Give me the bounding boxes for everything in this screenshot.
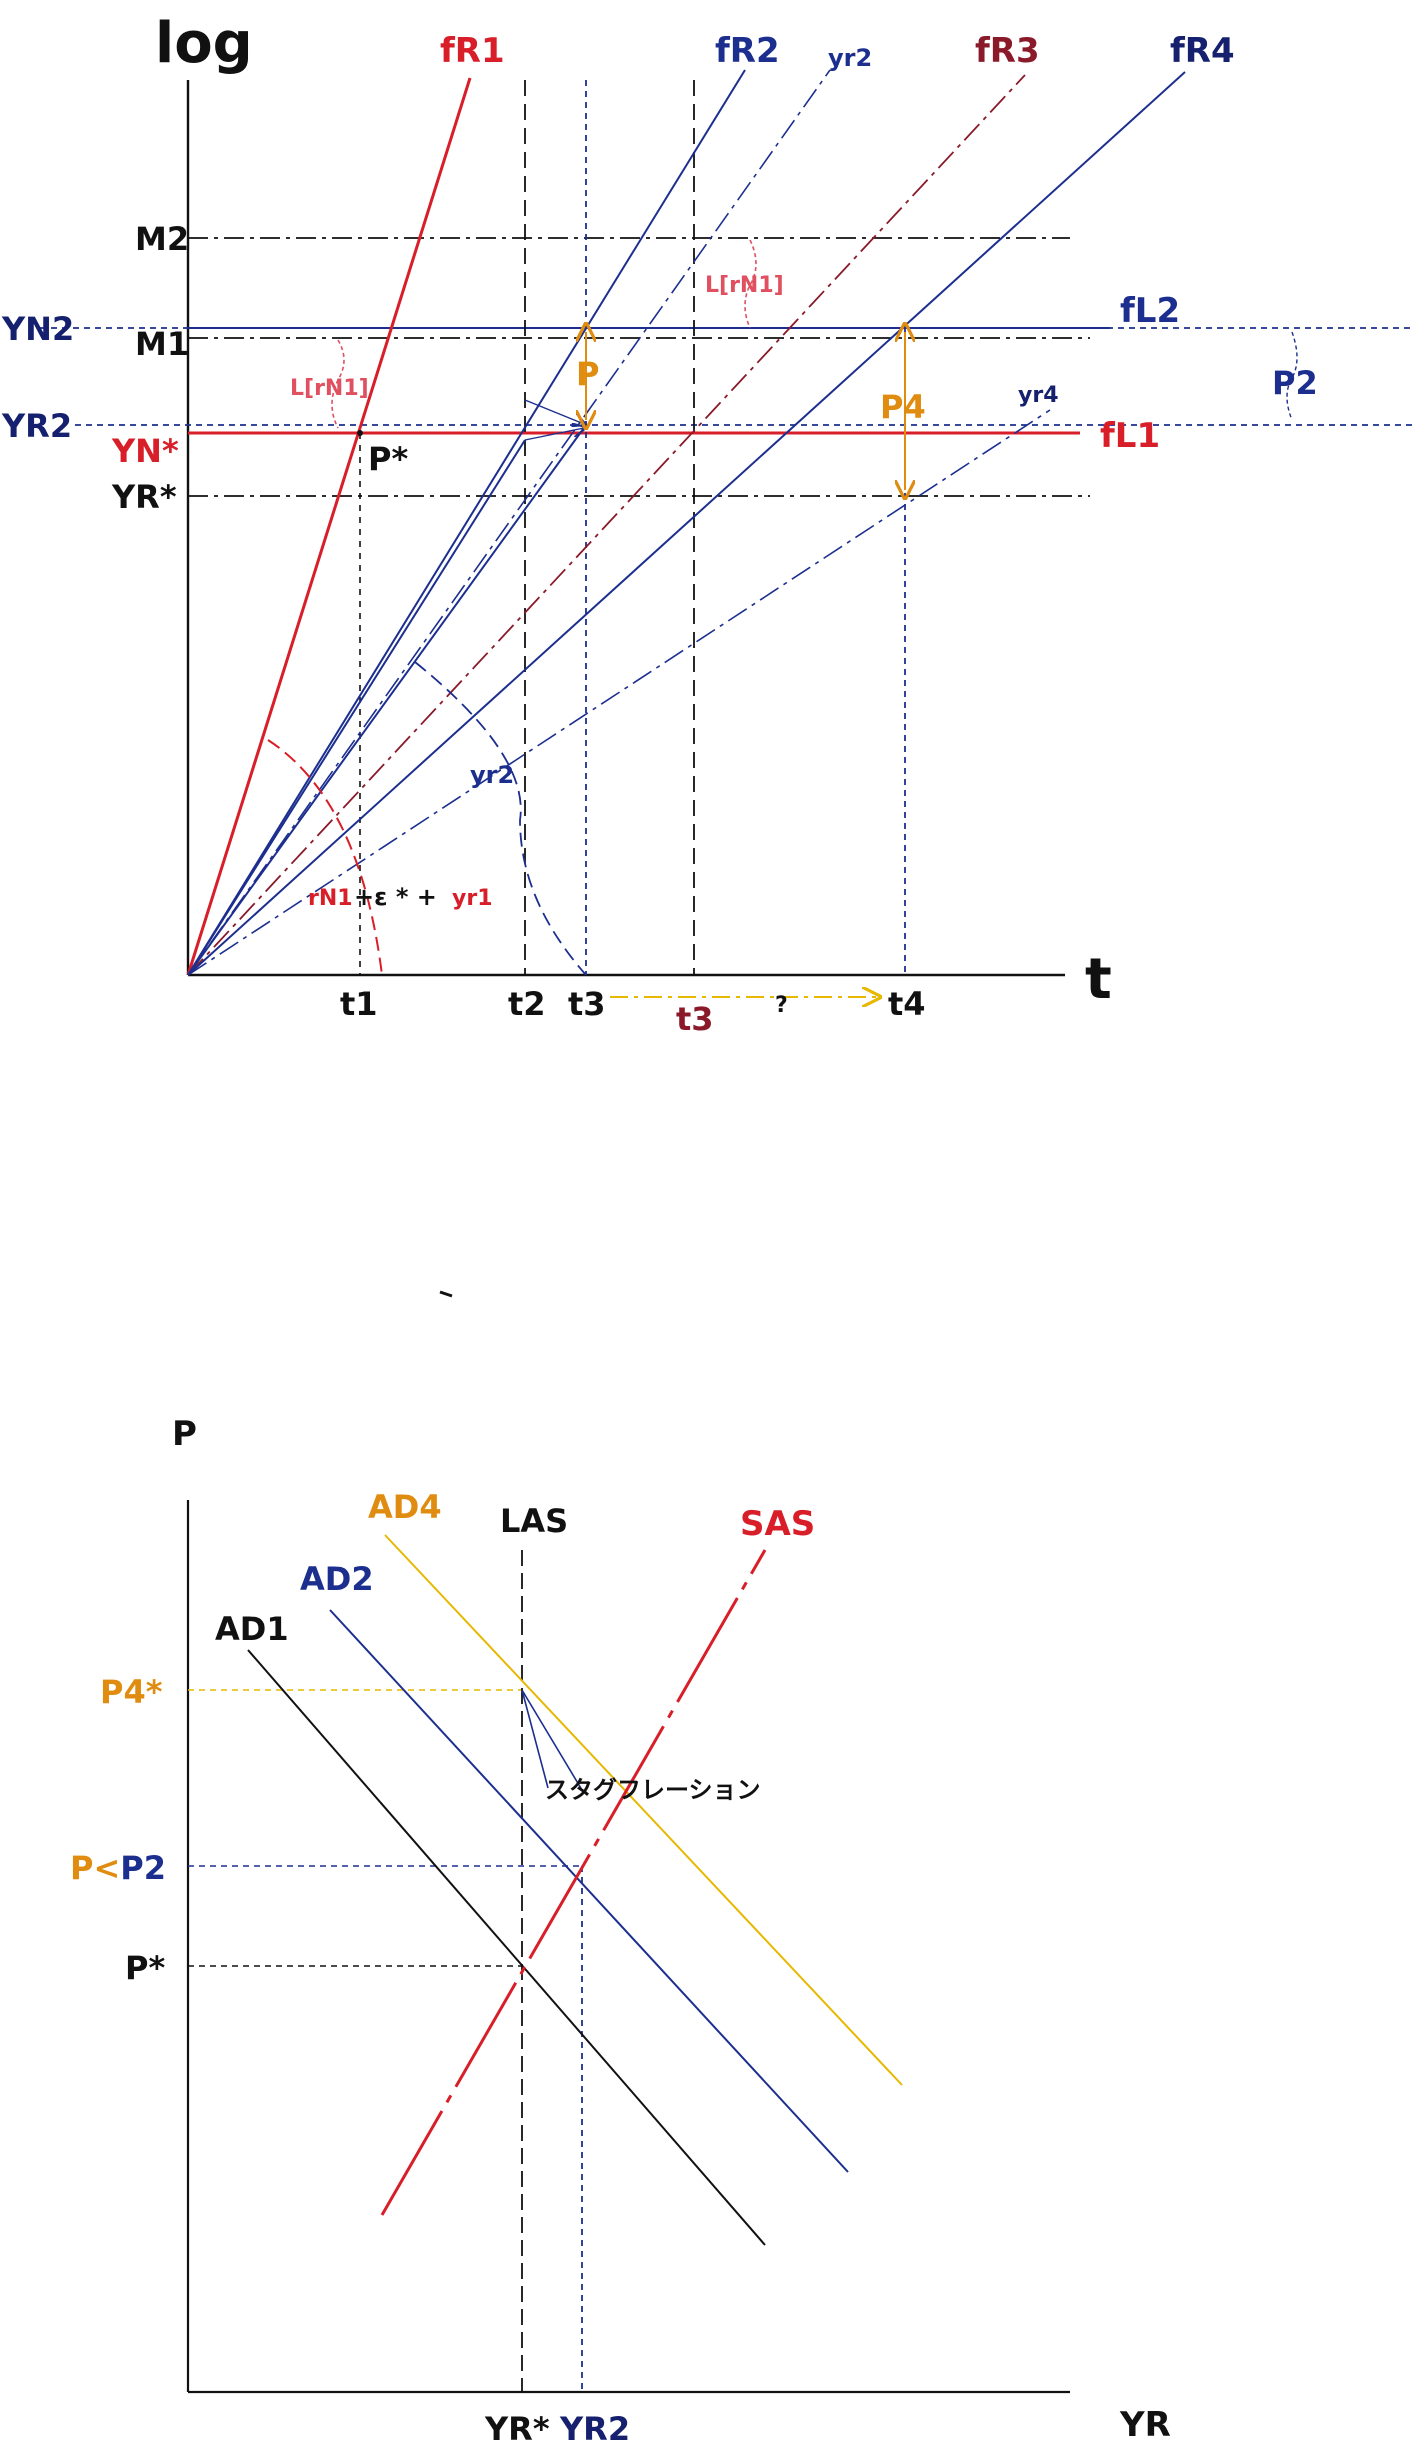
stray-mark: [439, 1290, 453, 1298]
label-l-rn1-left: L[rN1]: [290, 376, 369, 401]
curve-yr4-line: [187, 409, 1051, 976]
label-p-part1: P<: [70, 1849, 120, 1887]
label-eq-rn1: rN1: [308, 886, 353, 911]
label-yr2-mid: yr2: [470, 761, 514, 789]
arrow-t2-low-to-t3: [524, 428, 584, 441]
label-fr2: fR2: [715, 31, 780, 71]
label-eq-mid: +ε * +: [354, 883, 437, 911]
tick-t1: t1: [340, 985, 378, 1023]
label-p2: P2: [1272, 364, 1318, 402]
label-ad2: AD2: [300, 1560, 374, 1598]
bracket-l-rn1-left: [331, 339, 345, 429]
curve-fr2-line: [187, 69, 746, 976]
label-fr4: fR4: [1170, 31, 1235, 71]
label-m2: M2: [135, 220, 189, 258]
curve-fr1-line: [186, 77, 472, 976]
label-stagflation: スタグフレーション: [545, 1776, 761, 1804]
tick-t3: t3: [568, 985, 606, 1023]
label-yr4: yr4: [1018, 383, 1059, 408]
stagflation-arrow-b: [521, 1689, 583, 1791]
label-p4: P4: [880, 388, 926, 426]
label-eq-yr1: yr1: [452, 886, 493, 911]
point-p-star-dot: [357, 430, 363, 436]
label-fl1: fL1: [1100, 416, 1160, 456]
label-p-part2: P2: [120, 1849, 166, 1887]
label-ad1: AD1: [215, 1610, 289, 1648]
curve-yr2-dashed: [414, 661, 587, 976]
ray-to-p-star: [187, 424, 587, 976]
label-l-rn1-right: L[rN1]: [705, 273, 784, 298]
label-question: ?: [775, 993, 788, 1018]
tick-t3b: t3: [676, 1000, 714, 1038]
label-fr1: fR1: [440, 31, 505, 71]
label-yr-star: YR*: [111, 478, 177, 516]
top-y-axis-label: log: [155, 11, 253, 76]
label-p-star-bottom: P*: [125, 1949, 165, 1987]
label-p-star: P*: [368, 440, 408, 478]
curve-rn1-dashed: [267, 739, 383, 976]
label-ad4: AD4: [368, 1488, 442, 1526]
label-m1: M1: [135, 325, 189, 363]
stagflation-arrow-a: [521, 1689, 549, 1789]
label-yr2: YR2: [1, 407, 72, 445]
label-las: LAS: [500, 1502, 568, 1540]
tick-yr2: YR2: [559, 2410, 630, 2447]
label-yn2: YN2: [1, 310, 74, 348]
bottom-x-axis-label: YR: [1119, 2405, 1171, 2445]
label-sas: SAS: [740, 1504, 815, 1544]
curve-fr3-line: [187, 74, 1026, 976]
curve-yr2-line: [187, 69, 831, 976]
label-yn-star: YN*: [111, 432, 179, 470]
label-fr3: fR3: [975, 31, 1040, 71]
label-p: P: [576, 355, 599, 393]
arrow-t2-to-t3: [524, 399, 584, 424]
tick-t4: t4: [888, 985, 926, 1023]
tick-yr-star: YR*: [484, 2410, 550, 2447]
top-x-axis-label: t: [1085, 947, 1112, 1012]
curve-fr4-line: [187, 71, 1186, 976]
label-yr2-top: yr2: [828, 44, 872, 72]
bottom-diagram: P YR AD1 AD2 AD4 LAS SAS P4* P<P2 P* スタグ…: [70, 1414, 1171, 2447]
curve-sas-line: [380, 1549, 767, 2216]
ray-to-t2: [187, 439, 526, 976]
bracket-l-rn1-right: [744, 239, 757, 329]
label-p4-star: P4*: [100, 1673, 163, 1711]
label-fl2: fL2: [1120, 291, 1180, 331]
curve-ad4-line: [384, 1534, 903, 2086]
tick-t2: t2: [508, 985, 546, 1023]
label-p-compare: P<P2: [70, 1849, 166, 1887]
top-diagram: log t: [1, 11, 1414, 1038]
curve-ad2-line: [329, 1609, 849, 2173]
bracket-p2: [1286, 331, 1298, 421]
bottom-y-axis-label: P: [172, 1414, 197, 1454]
curve-ad1-line: [247, 1649, 766, 2246]
